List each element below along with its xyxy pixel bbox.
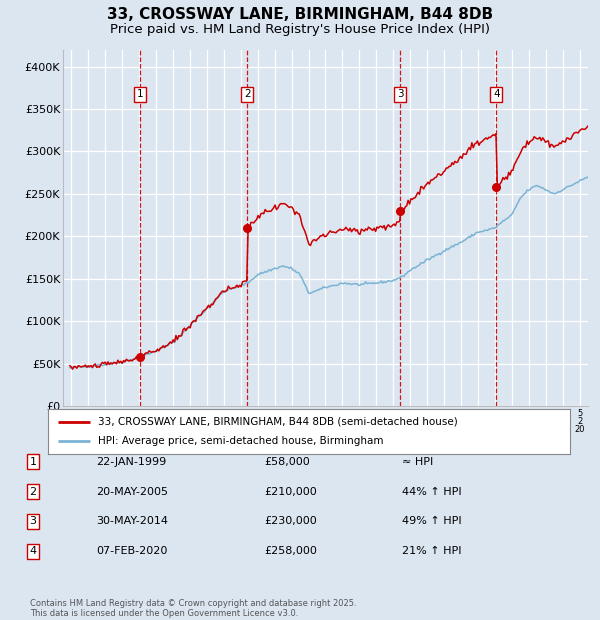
Text: 3: 3	[397, 89, 403, 99]
Text: 3: 3	[29, 516, 37, 526]
Text: £58,000: £58,000	[264, 457, 310, 467]
Text: 2: 2	[244, 89, 251, 99]
Text: £258,000: £258,000	[264, 546, 317, 556]
Text: Contains HM Land Registry data © Crown copyright and database right 2025.
This d: Contains HM Land Registry data © Crown c…	[30, 599, 356, 618]
Text: 33, CROSSWAY LANE, BIRMINGHAM, B44 8DB (semi-detached house): 33, CROSSWAY LANE, BIRMINGHAM, B44 8DB (…	[98, 417, 457, 427]
Text: 49% ↑ HPI: 49% ↑ HPI	[402, 516, 461, 526]
Text: 30-MAY-2014: 30-MAY-2014	[96, 516, 168, 526]
Text: 07-FEB-2020: 07-FEB-2020	[96, 546, 167, 556]
Text: 2: 2	[29, 487, 37, 497]
Text: 22-JAN-1999: 22-JAN-1999	[96, 457, 166, 467]
Text: 21% ↑ HPI: 21% ↑ HPI	[402, 546, 461, 556]
Text: 1: 1	[29, 457, 37, 467]
Text: 33, CROSSWAY LANE, BIRMINGHAM, B44 8DB: 33, CROSSWAY LANE, BIRMINGHAM, B44 8DB	[107, 7, 493, 22]
Text: ≈ HPI: ≈ HPI	[402, 457, 433, 467]
Text: 4: 4	[29, 546, 37, 556]
Text: £210,000: £210,000	[264, 487, 317, 497]
Text: 4: 4	[493, 89, 500, 99]
Text: 44% ↑ HPI: 44% ↑ HPI	[402, 487, 461, 497]
Text: Price paid vs. HM Land Registry's House Price Index (HPI): Price paid vs. HM Land Registry's House …	[110, 23, 490, 36]
Text: £230,000: £230,000	[264, 516, 317, 526]
Text: HPI: Average price, semi-detached house, Birmingham: HPI: Average price, semi-detached house,…	[98, 436, 383, 446]
Text: 1: 1	[137, 89, 143, 99]
Text: 20-MAY-2005: 20-MAY-2005	[96, 487, 168, 497]
